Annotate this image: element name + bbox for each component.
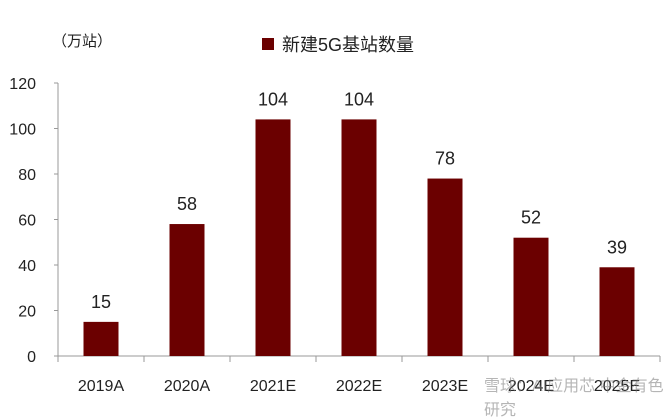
y-tick-label: 100 xyxy=(9,122,36,139)
legend-swatch xyxy=(262,38,274,50)
bar xyxy=(599,267,635,356)
bar-chart: 0 20 40 60 80 100 120 15 2019A 58 2020A 104 2021E 104… xyxy=(9,76,661,395)
data-label: 78 xyxy=(435,149,455,169)
bar xyxy=(83,321,119,356)
bar xyxy=(513,237,549,356)
x-tick-label: 2024E xyxy=(508,378,554,395)
bar xyxy=(255,119,291,357)
data-label: 104 xyxy=(344,89,374,109)
legend-label: 新建5G基站数量 xyxy=(282,35,415,55)
y-tick-label: 80 xyxy=(18,167,36,184)
x-tick-label: 2019A xyxy=(78,378,125,395)
data-label: 15 xyxy=(91,292,111,312)
data-label: 58 xyxy=(177,194,197,214)
chart-legend: 新建5G基站数量 xyxy=(262,31,414,57)
y-tick-label: 120 xyxy=(9,76,36,93)
y-axis-unit-label: （万站） xyxy=(52,33,113,50)
bar xyxy=(169,224,205,356)
x-tick-label: 2021E xyxy=(250,378,296,395)
y-tick-label: 40 xyxy=(18,258,36,275)
bar xyxy=(427,178,463,356)
x-tick-label: 2020A xyxy=(164,378,211,395)
x-tick-label: 2022E xyxy=(336,378,382,395)
watermark: 雪球：AI应用芯 中金有色研究 xyxy=(484,378,664,419)
bar xyxy=(341,119,377,357)
y-tick-label: 0 xyxy=(27,349,36,366)
y-tick-label: 20 xyxy=(18,304,36,321)
data-label: 52 xyxy=(521,208,541,228)
data-label: 39 xyxy=(607,237,627,257)
y-tick-label: 60 xyxy=(18,213,36,230)
data-label: 104 xyxy=(258,89,288,109)
x-tick-label: 2023E xyxy=(422,378,468,395)
x-tick-label: 2025E xyxy=(594,378,640,395)
